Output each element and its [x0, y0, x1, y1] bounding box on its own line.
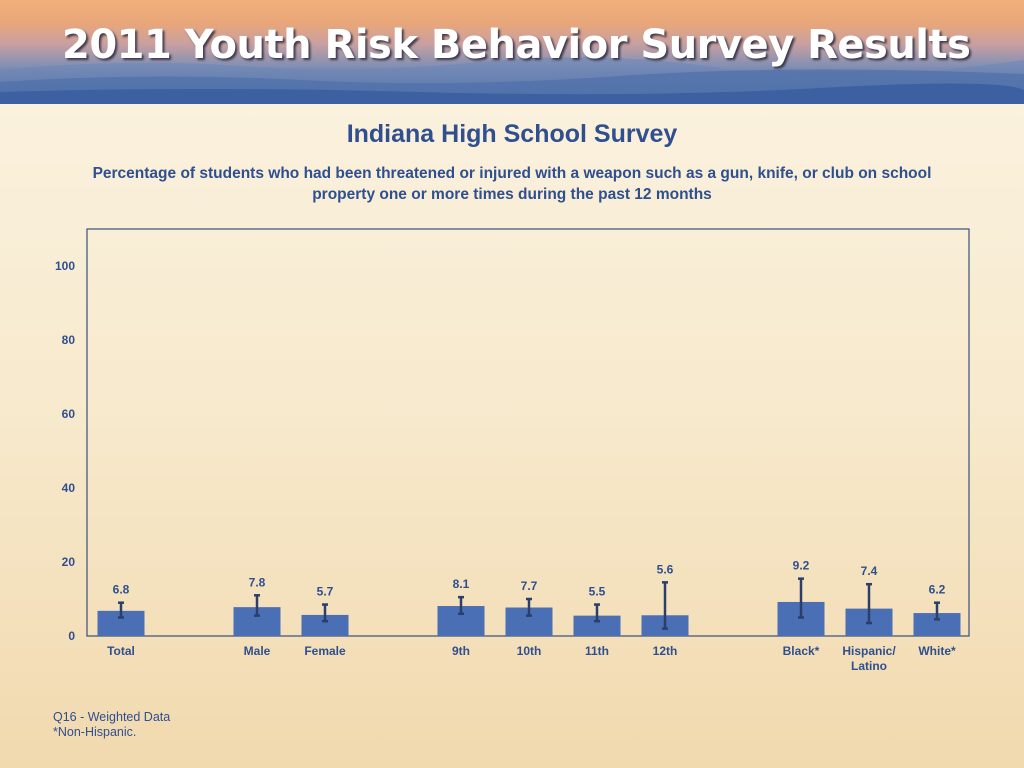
bar	[301, 614, 349, 636]
x-tick-label-line: Male	[244, 644, 271, 658]
x-tick-label-line: 10th	[517, 644, 542, 658]
x-tick-label: 10th	[517, 644, 542, 658]
x-tick-label: 11th	[585, 644, 609, 658]
y-tick-label: 100	[55, 259, 75, 273]
bar	[573, 615, 621, 636]
data-label: 6.2	[929, 583, 946, 597]
x-tick-label-line: 9th	[452, 644, 470, 658]
mountain-silhouette	[0, 57, 1024, 104]
data-label: 7.8	[249, 575, 266, 589]
x-tick-label: White*	[918, 644, 956, 658]
x-tick-label: 12th	[653, 644, 678, 658]
x-tick-label-line: Black*	[783, 644, 820, 658]
footnote-non-hispanic: *Non-Hispanic.	[53, 725, 137, 739]
data-label: 5.6	[657, 562, 674, 576]
chart-subtitle: Percentage of students who had been thre…	[92, 165, 932, 203]
data-label: 8.1	[453, 577, 470, 591]
x-tick-label: Female	[304, 644, 346, 658]
y-tick-label: 80	[62, 333, 76, 347]
y-tick-label: 20	[62, 555, 76, 569]
x-tick-label-line: White*	[918, 644, 956, 658]
footnote-data-source: Q16 - Weighted Data	[53, 710, 171, 724]
data-label: 9.2	[793, 559, 810, 573]
x-tick-label-line: Total	[107, 644, 135, 658]
y-tick-label: 60	[62, 407, 76, 421]
y-tick-label: 40	[62, 481, 76, 495]
x-tick-label-line: Hispanic/	[842, 644, 896, 658]
x-tick-label-line: 11th	[585, 644, 609, 658]
data-label: 7.4	[861, 564, 878, 578]
data-label: 5.7	[317, 585, 334, 599]
x-tick-label: Male	[244, 644, 271, 658]
banner-title: 2011 Youth Risk Behavior Survey Results	[62, 22, 971, 68]
x-tick-label-line: Latino	[851, 659, 887, 673]
x-tick-label: 9th	[452, 644, 470, 658]
x-tick-label-line: 12th	[653, 644, 678, 658]
data-label: 7.7	[521, 579, 538, 593]
x-tick-label: Black*	[783, 644, 820, 658]
x-tick-label: Total	[107, 644, 135, 658]
y-tick-label: 0	[68, 629, 75, 643]
plot-frame	[86, 228, 970, 637]
header-banner: 2011 Youth Risk Behavior Survey Results	[0, 0, 1024, 104]
footnotes: Q16 - Weighted Data *Non-Hispanic.	[53, 710, 170, 740]
chart-title: Indiana High School Survey	[346, 120, 678, 148]
x-tick-label: Hispanic/Latino	[842, 644, 896, 673]
bar	[913, 613, 961, 636]
x-tick-label-line: Female	[304, 644, 346, 658]
data-label: 5.5	[589, 585, 606, 599]
data-label: 6.8	[113, 583, 130, 597]
